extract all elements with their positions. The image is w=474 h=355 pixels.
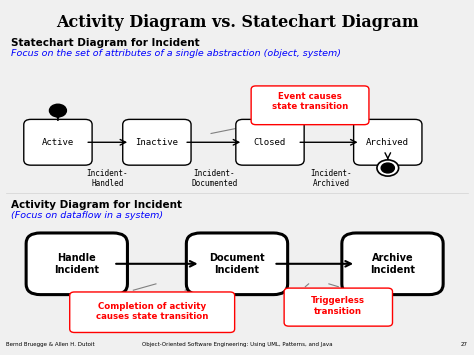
FancyBboxPatch shape: [186, 233, 288, 295]
FancyBboxPatch shape: [24, 119, 92, 165]
Text: Focus on the set of attributes of a single abstraction (object, system): Focus on the set of attributes of a sing…: [11, 49, 341, 58]
Text: Object-Oriented Software Engineering: Using UML, Patterns, and Java: Object-Oriented Software Engineering: Us…: [142, 342, 332, 347]
Circle shape: [381, 163, 394, 173]
Text: Active: Active: [42, 138, 74, 147]
Text: Inactive: Inactive: [136, 138, 178, 147]
Text: Activity Diagram for Incident: Activity Diagram for Incident: [11, 200, 182, 211]
Text: Closed: Closed: [254, 138, 286, 147]
Text: Document
Incident: Document Incident: [209, 253, 265, 275]
FancyBboxPatch shape: [123, 119, 191, 165]
Text: Completion of activity
causes state transition: Completion of activity causes state tran…: [96, 302, 209, 321]
Circle shape: [377, 160, 399, 176]
FancyBboxPatch shape: [70, 292, 235, 333]
FancyBboxPatch shape: [26, 233, 128, 295]
Text: Bernd Bruegge & Allen H. Dutoit: Bernd Bruegge & Allen H. Dutoit: [6, 342, 95, 347]
Text: Event causes
state transition: Event causes state transition: [272, 92, 348, 111]
Text: Incident-
Handled: Incident- Handled: [87, 169, 128, 188]
FancyBboxPatch shape: [284, 288, 392, 326]
Text: Statechart Diagram for Incident: Statechart Diagram for Incident: [11, 38, 200, 48]
Text: Incident-
Archived: Incident- Archived: [310, 169, 352, 188]
Text: (Focus on dataflow in a system): (Focus on dataflow in a system): [11, 211, 163, 220]
Text: Archived: Archived: [366, 138, 409, 147]
Text: Activity Diagram vs. Statechart Diagram: Activity Diagram vs. Statechart Diagram: [55, 14, 419, 31]
Text: Triggerless
transition: Triggerless transition: [311, 296, 365, 316]
Text: Handle
Incident: Handle Incident: [55, 253, 99, 275]
FancyBboxPatch shape: [354, 119, 422, 165]
Text: 27: 27: [461, 342, 468, 347]
Text: Incident-
Documented: Incident- Documented: [191, 169, 237, 188]
FancyBboxPatch shape: [251, 86, 369, 125]
FancyBboxPatch shape: [236, 119, 304, 165]
FancyBboxPatch shape: [342, 233, 443, 295]
Circle shape: [49, 104, 66, 117]
Text: Archive
Incident: Archive Incident: [370, 253, 415, 275]
